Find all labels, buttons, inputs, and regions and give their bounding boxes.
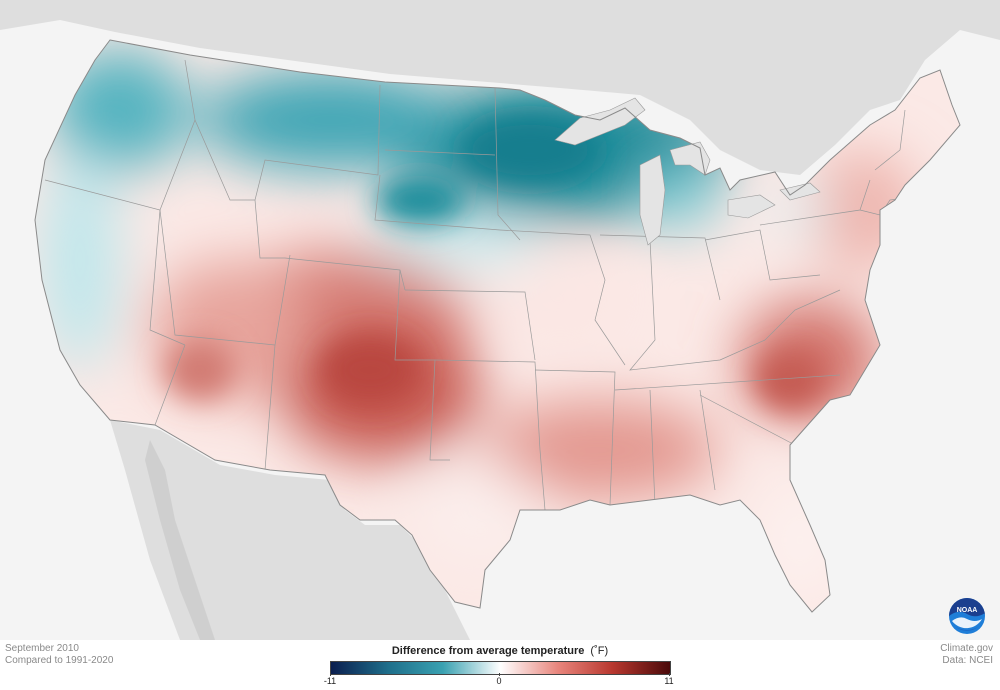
legend-title-text: Difference from average temperature xyxy=(391,645,585,657)
source-info: Climate.gov Data: NCEI xyxy=(940,643,993,667)
legend-tick-max: 11 xyxy=(664,676,674,686)
legend-tick-mark xyxy=(669,673,670,676)
legend-title: Difference from average temperature (˚F) xyxy=(330,645,670,657)
legend-tick-zero: 0 xyxy=(496,676,502,686)
noaa-logo-text: NOAA xyxy=(957,607,978,614)
canada-landmass xyxy=(0,0,1000,175)
legend-tick-mark xyxy=(499,673,500,676)
legend-tick-mark xyxy=(330,673,331,676)
baseline-label: Compared to 1991-2020 xyxy=(5,655,114,666)
period-label: September 2010 xyxy=(5,643,79,654)
map-footer: September 2010 Compared to 1991-2020 Dif… xyxy=(0,640,1000,690)
period-info: September 2010 Compared to 1991-2020 xyxy=(5,643,113,667)
temperature-anomaly-map: NOAA xyxy=(0,0,1000,640)
legend-color-bar xyxy=(330,661,671,675)
source-site-label: Climate.gov xyxy=(940,643,993,654)
noaa-logo-icon: NOAA xyxy=(949,598,985,634)
state-borders xyxy=(44,59,936,511)
mexico-landmass xyxy=(110,420,470,640)
legend-tick-min: -11 xyxy=(323,676,337,686)
legend-unit: (˚F) xyxy=(590,645,609,657)
source-data-label: Data: NCEI xyxy=(942,655,993,666)
